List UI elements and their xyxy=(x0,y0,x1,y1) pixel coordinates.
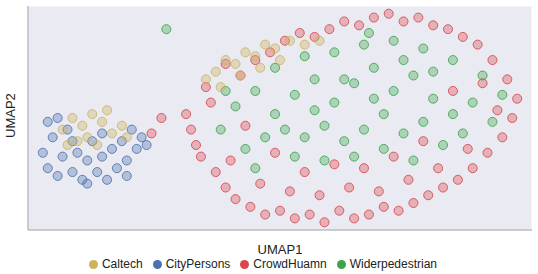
svg-text:UMAP2: UMAP2 xyxy=(8,93,18,138)
html-text:Caltech: Caltech xyxy=(101,257,143,271)
html-text:CrowdHuamn: CrowdHuamn xyxy=(253,257,327,271)
html-text:CityPersons: CityPersons xyxy=(165,257,231,271)
html-text:Widerpedestrian: Widerpedestrian xyxy=(349,257,437,271)
svg-text:UMAP1: UMAP1 xyxy=(258,242,303,257)
